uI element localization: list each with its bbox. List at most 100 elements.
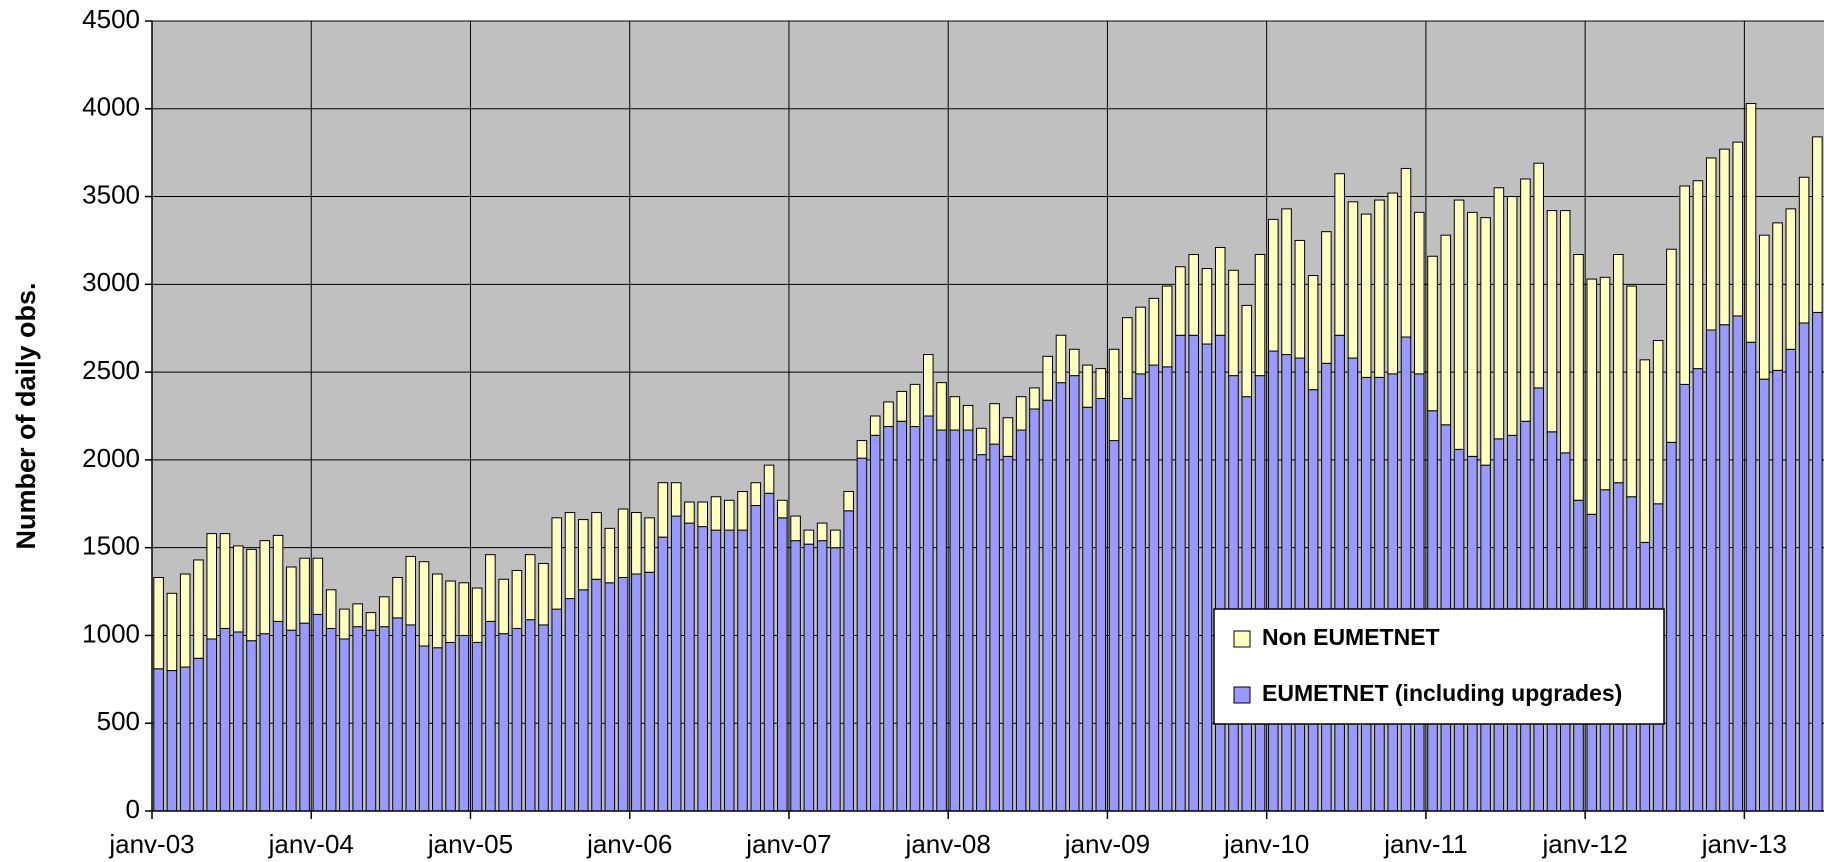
- bar-segment: [524, 619, 536, 812]
- bar-segment: [352, 626, 363, 812]
- bar-segment: [1321, 362, 1332, 812]
- bar-segment: [1268, 218, 1279, 352]
- bar-segment: [179, 573, 191, 668]
- bar-segment: [232, 631, 244, 812]
- bar-segment: [1798, 176, 1810, 324]
- bar-segment: [405, 555, 417, 626]
- bar-segment: [577, 589, 589, 812]
- x-tick-label: janv-12: [1542, 829, 1628, 859]
- bar-segment: [1122, 317, 1133, 399]
- bar-segment: [644, 571, 655, 812]
- bar-segment: [790, 515, 801, 542]
- bar-segment: [325, 589, 337, 629]
- bar-segment: [1161, 285, 1173, 368]
- bar-segment: [936, 382, 947, 431]
- bar-segment: [524, 554, 536, 621]
- bar-segment: [286, 629, 297, 812]
- bar-segment: [1241, 396, 1253, 812]
- bar-segment: [1559, 210, 1571, 454]
- bar-segment: [1082, 364, 1093, 408]
- bar-segment: [1493, 187, 1505, 440]
- bar-segment: [1334, 173, 1345, 336]
- y-tick-label: 2000: [82, 443, 140, 473]
- bar-segment: [299, 622, 310, 812]
- bar-segment: [843, 510, 854, 812]
- bar-segment: [1254, 375, 1266, 812]
- bar-segment: [1719, 148, 1730, 326]
- bar-segment: [803, 543, 815, 812]
- bar-segment: [312, 613, 324, 812]
- bar-segment: [1307, 389, 1319, 812]
- bar-segment: [1520, 178, 1531, 422]
- bar-segment: [763, 492, 775, 812]
- bar-segment: [1480, 217, 1491, 466]
- bar-segment: [1639, 359, 1651, 543]
- y-tick-label: 4000: [82, 92, 140, 122]
- bar-segment: [1546, 210, 1558, 433]
- bar-segment: [869, 434, 881, 812]
- bar-segment: [511, 627, 523, 812]
- bar-segment: [1666, 441, 1677, 812]
- bar-segment: [405, 624, 417, 812]
- x-tick-label: janv-08: [905, 829, 991, 859]
- bar-segment: [485, 554, 496, 622]
- bar-segment: [219, 533, 231, 629]
- bar-segment: [670, 482, 682, 517]
- bar-segment: [339, 638, 350, 812]
- bar-segment: [657, 536, 669, 812]
- bar-segment: [219, 627, 231, 812]
- bar-segment: [1334, 334, 1345, 812]
- bar-segment: [1705, 157, 1717, 331]
- bar-segment: [1175, 266, 1186, 336]
- bar-segment: [1201, 268, 1213, 345]
- bar-segment: [1135, 373, 1146, 812]
- bar-segment: [577, 519, 589, 591]
- bar-segment: [1161, 366, 1173, 812]
- bar-segment: [206, 533, 217, 640]
- bar-segment: [1732, 315, 1744, 812]
- y-tick-label: 3000: [82, 267, 140, 297]
- bar-segment: [1108, 440, 1120, 812]
- bar-segment: [1135, 306, 1146, 375]
- bar-segment: [591, 512, 602, 580]
- bar-segment: [1188, 253, 1199, 336]
- x-tick-label: janv-10: [1223, 829, 1309, 859]
- x-tick-label: janv-06: [586, 829, 672, 859]
- bar-segment: [179, 666, 191, 812]
- legend-swatch: [1233, 686, 1251, 704]
- bar-segment: [246, 640, 257, 812]
- bar-segment: [299, 557, 310, 624]
- bar-segment: [432, 573, 443, 649]
- bar-segment: [737, 529, 748, 812]
- bar-segment: [1692, 180, 1704, 370]
- x-tick-label: janv-13: [1701, 829, 1787, 859]
- bar-segment: [272, 620, 284, 812]
- bar-segment: [697, 501, 708, 528]
- bar-segment: [325, 627, 337, 812]
- bar-segment: [710, 529, 722, 812]
- x-tick-label: janv-04: [268, 829, 354, 859]
- bar-segment: [1719, 324, 1730, 812]
- legend-label: EUMETNET (including upgrades): [1262, 680, 1622, 706]
- x-tick-label: janv-05: [427, 829, 513, 859]
- bar-segment: [631, 573, 642, 812]
- bar-segment: [352, 603, 363, 628]
- bar-segment: [750, 482, 762, 507]
- bar-segment: [1108, 348, 1120, 442]
- bar-segment: [604, 582, 616, 812]
- legend-box: [1213, 608, 1665, 725]
- bar-segment: [843, 490, 854, 512]
- bar-segment: [312, 557, 324, 615]
- bar-segment: [591, 578, 602, 812]
- y-axis-label: Number of daily obs.: [11, 282, 41, 549]
- x-tick-label: janv-03: [108, 829, 194, 859]
- bar-segment: [723, 529, 735, 812]
- bar-segment: [962, 404, 974, 431]
- bar-segment: [1201, 343, 1213, 812]
- bar-segment: [1533, 162, 1544, 389]
- bar-segment: [1068, 348, 1080, 377]
- bar-segment: [286, 566, 297, 631]
- x-tick-label: janv-09: [1064, 829, 1150, 859]
